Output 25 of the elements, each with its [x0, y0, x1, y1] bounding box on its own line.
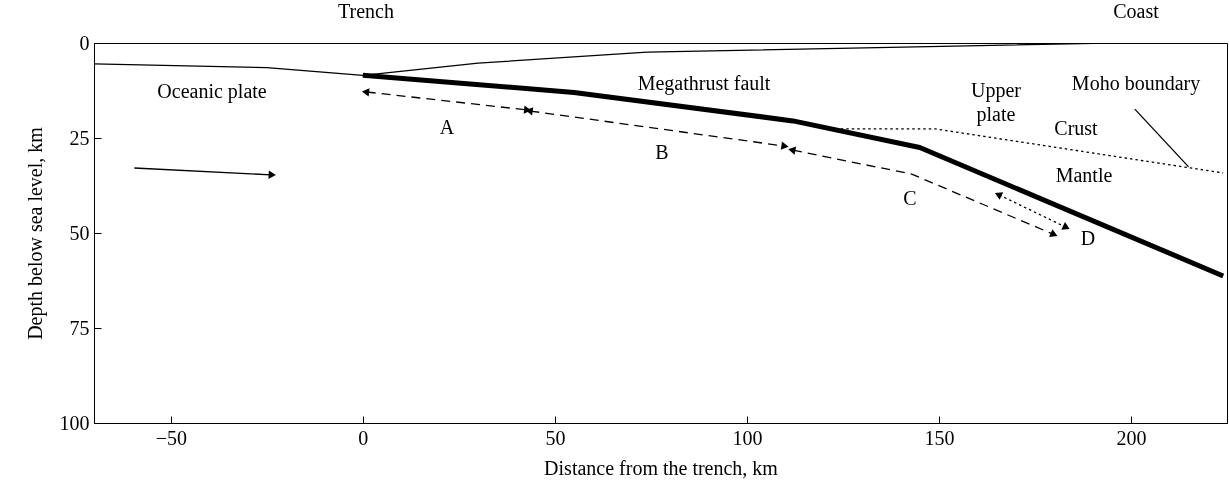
x-tick-label: 100	[732, 426, 763, 449]
annotation: C	[903, 187, 917, 209]
annotation: A	[439, 116, 455, 138]
annotation: Upper plate	[971, 79, 1022, 126]
x-tick-label: 50	[545, 426, 566, 449]
annotation: B	[655, 141, 669, 163]
x-tick-label: 150	[924, 426, 955, 449]
y-axis-title: Depth below sea level, km	[23, 126, 47, 340]
y-tick-label: 50	[69, 221, 90, 244]
y-tick-label: 25	[69, 126, 90, 149]
annotation: Crust	[1054, 117, 1099, 139]
x-tick-label: 0	[358, 426, 369, 449]
annotation: Mantle	[1055, 164, 1113, 186]
x-tick-label: −50	[155, 426, 187, 449]
annotation: Megathrust fault	[637, 72, 771, 95]
annotation: D	[1080, 227, 1096, 249]
y-tick-label: 75	[69, 316, 90, 339]
y-tick-label: 100	[59, 411, 90, 434]
y-tick-label: 0	[79, 31, 90, 54]
x-axis-title: Distance from the trench, km	[544, 456, 779, 479]
annotation: Moho boundary	[1071, 72, 1201, 95]
annotation: Oceanic plate	[157, 80, 267, 103]
text: Coast	[1113, 0, 1160, 22]
text: Trench	[338, 0, 394, 22]
x-tick-label: 200	[1116, 426, 1147, 449]
